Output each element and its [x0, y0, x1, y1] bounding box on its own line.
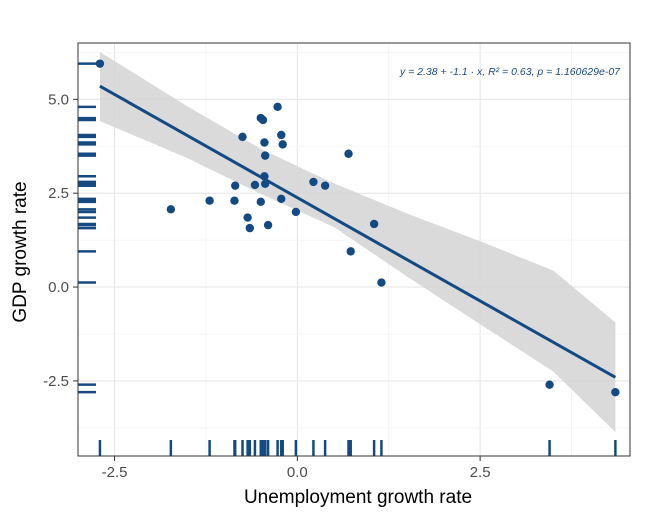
rug-marks [78, 62, 617, 456]
data-point [277, 194, 286, 204]
data-point [166, 205, 176, 214]
data-point [260, 138, 269, 147]
data-point [230, 196, 239, 205]
data-points [95, 59, 620, 397]
data-point [346, 247, 355, 256]
data-point [95, 59, 105, 68]
data-point [309, 177, 318, 187]
data-point [611, 387, 620, 397]
axis-ticks: -2.5 0.0 2.5 -2.5 0.0 2.5 5.0 [43, 91, 490, 481]
confidence-band-layer [99, 52, 616, 432]
y-tick-label: 2.5 [48, 185, 69, 202]
regression-line [99, 84, 617, 379]
confidence-band [99, 52, 616, 432]
data-point [263, 220, 273, 230]
data-point [320, 181, 330, 190]
data-point [273, 102, 282, 112]
data-point [256, 197, 265, 207]
data-point [291, 207, 301, 217]
regression-line-layer [99, 84, 617, 379]
regression-annotation: y = 2.38 + -1.1 · x, R² = 0.63, p = 1.16… [399, 66, 621, 78]
data-point [260, 172, 269, 181]
x-tick-label: 0.0 [287, 464, 308, 481]
data-point [277, 130, 286, 140]
y-axis-title: GDP growth rate [10, 181, 31, 322]
data-point [260, 179, 270, 188]
data-point [369, 219, 379, 229]
x-tick-label: 2.5 [470, 464, 491, 481]
data-point [230, 181, 240, 190]
data-point [258, 115, 268, 125]
data-point [245, 223, 255, 233]
data-point [243, 213, 252, 222]
x-axis-title: Unemployment growth rate [244, 487, 472, 508]
y-tick-label: 5.0 [48, 91, 69, 108]
data-point [377, 278, 386, 287]
data-point [238, 132, 247, 142]
data-point [545, 380, 554, 389]
data-point [250, 180, 260, 190]
y-tick-label: -2.5 [43, 373, 69, 390]
y-tick-label: 0.0 [48, 279, 69, 296]
data-point [260, 151, 270, 160]
x-tick-label: -2.5 [102, 464, 128, 481]
data-point [205, 196, 214, 205]
panel-border [77, 42, 631, 457]
data-point [278, 140, 287, 149]
data-point [344, 149, 353, 158]
